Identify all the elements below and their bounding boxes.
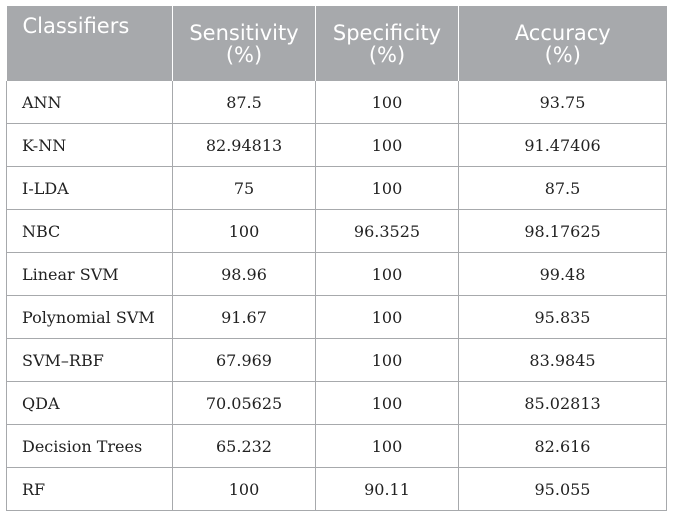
- table-row: K-NN 82.94813 100 91.47406: [6, 123, 667, 167]
- header-accuracy: Accuracy (%): [458, 6, 667, 81]
- header-specificity-label: Specificity: [332, 20, 442, 45]
- classifier-cell: RF: [6, 467, 173, 511]
- specificity-cell: 96.3525: [315, 209, 459, 253]
- specificity-cell: 100: [315, 166, 459, 210]
- header-classifiers-label: Classifiers: [22, 14, 130, 38]
- accuracy-cell: 99.48: [458, 252, 667, 296]
- classifier-results-table: Classifiers Sensitivity (%) Specificity …: [6, 6, 667, 511]
- classifier-cell: Decision Trees: [6, 424, 173, 468]
- table-row: ANN 87.5 100 93.75: [6, 81, 667, 124]
- header-sensitivity: Sensitivity (%): [172, 6, 316, 81]
- table-row: SVM–RBF 67.969 100 83.9845: [6, 338, 667, 382]
- specificity-cell: 100: [315, 338, 459, 382]
- accuracy-cell: 87.5: [458, 166, 667, 210]
- classifier-cell: QDA: [6, 381, 173, 425]
- specificity-cell: 100: [315, 252, 459, 296]
- classifier-cell: I-LDA: [6, 166, 173, 210]
- sensitivity-cell: 82.94813: [172, 123, 316, 167]
- specificity-cell: 100: [315, 81, 459, 124]
- header-sensitivity-label: Sensitivity: [189, 20, 299, 45]
- table-row: I-LDA 75 100 87.5: [6, 166, 667, 210]
- accuracy-cell: 91.47406: [458, 123, 667, 167]
- header-specificity: Specificity (%): [315, 6, 459, 81]
- specificity-cell: 100: [315, 424, 459, 468]
- sensitivity-cell: 100: [172, 209, 316, 253]
- sensitivity-cell: 87.5: [172, 81, 316, 124]
- classifier-cell: NBC: [6, 209, 173, 253]
- accuracy-cell: 85.02813: [458, 381, 667, 425]
- specificity-cell: 100: [315, 381, 459, 425]
- sensitivity-cell: 100: [172, 467, 316, 511]
- header-specificity-unit: (%): [368, 42, 406, 67]
- table-body: ANN 87.5 100 93.75 K-NN 82.94813 100 91.47406 I-…: [6, 81, 667, 511]
- header-classifiers: Classifiers: [6, 6, 173, 81]
- classifier-cell: SVM–RBF: [6, 338, 173, 382]
- accuracy-cell: 93.75: [458, 81, 667, 124]
- sensitivity-cell: 98.96: [172, 252, 316, 296]
- accuracy-cell: 83.9845: [458, 338, 667, 382]
- specificity-cell: 100: [315, 295, 459, 339]
- header-sensitivity-unit: (%): [225, 42, 263, 67]
- header-accuracy-unit: (%): [544, 42, 581, 67]
- sensitivity-cell: 70.05625: [172, 381, 316, 425]
- accuracy-cell: 95.055: [458, 467, 667, 511]
- classifier-cell: K-NN: [6, 123, 173, 167]
- table-row: Decision Trees 65.232 100 82.616: [6, 424, 667, 468]
- accuracy-cell: 95.835: [458, 295, 667, 339]
- specificity-cell: 90.11: [315, 467, 459, 511]
- results-table-container: Classifiers Sensitivity (%) Specificity …: [6, 6, 667, 511]
- table-row: Polynomial SVM 91.67 100 95.835: [6, 295, 667, 339]
- accuracy-cell: 98.17625: [458, 209, 667, 253]
- table-header: Classifiers Sensitivity (%) Specificity …: [6, 6, 667, 81]
- classifier-cell: Polynomial SVM: [6, 295, 173, 339]
- classifier-cell: Linear SVM: [6, 252, 173, 296]
- header-accuracy-label: Accuracy: [514, 20, 611, 45]
- sensitivity-cell: 91.67: [172, 295, 316, 339]
- table-row: Linear SVM 98.96 100 99.48: [6, 252, 667, 296]
- classifier-cell: ANN: [6, 81, 173, 124]
- table-row: NBC 100 96.3525 98.17625: [6, 209, 667, 253]
- table-row: QDA 70.05625 100 85.02813: [6, 381, 667, 425]
- header-row: Classifiers Sensitivity (%) Specificity …: [6, 6, 667, 81]
- sensitivity-cell: 67.969: [172, 338, 316, 382]
- table-row: RF 100 90.11 95.055: [6, 467, 667, 511]
- sensitivity-cell: 75: [172, 166, 316, 210]
- sensitivity-cell: 65.232: [172, 424, 316, 468]
- accuracy-cell: 82.616: [458, 424, 667, 468]
- specificity-cell: 100: [315, 123, 459, 167]
